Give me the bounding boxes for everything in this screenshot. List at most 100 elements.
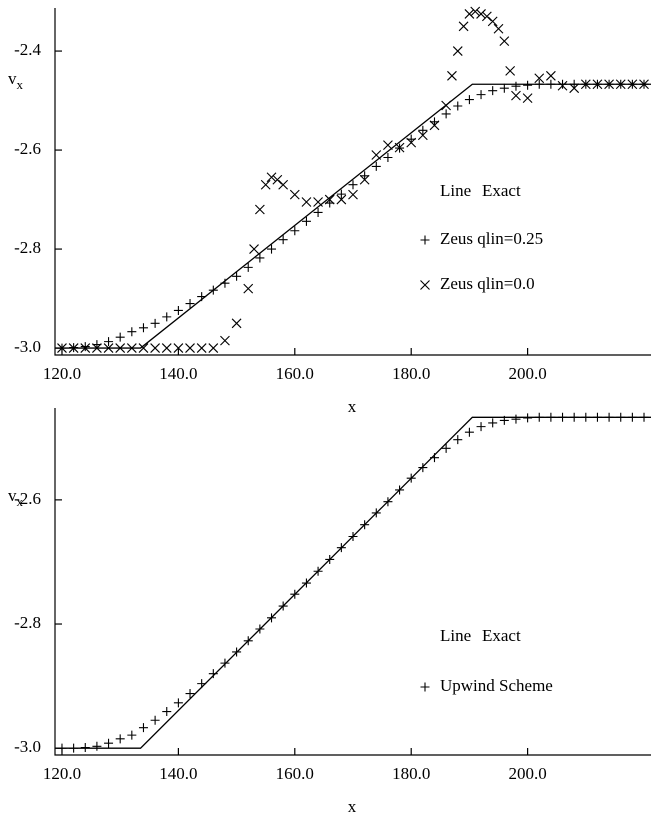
plus-marker	[488, 86, 498, 96]
x-tick-label: 140.0	[159, 764, 197, 783]
plus-marker	[499, 415, 509, 425]
plus-marker	[639, 412, 649, 422]
y-axis-label-main: v	[8, 69, 17, 88]
plus-marker	[453, 435, 463, 445]
plus-marker	[371, 508, 381, 518]
plus-marker	[80, 342, 90, 352]
x-tick-label: 140.0	[159, 364, 197, 383]
plus-marker	[92, 741, 102, 751]
plus-marker	[243, 262, 253, 272]
y-tick-label: -2.6	[14, 489, 41, 508]
x-tick-label: 200.0	[508, 764, 546, 783]
cross-marker	[534, 73, 545, 84]
cross-marker	[301, 197, 312, 207]
cross-marker	[196, 343, 207, 353]
legend-label: Zeus qlin=0.0	[440, 274, 535, 293]
plus-marker	[220, 278, 230, 288]
plus-marker	[348, 531, 358, 541]
plus-marker	[464, 427, 474, 437]
plus-marker	[150, 715, 160, 725]
legend-label: Exact	[482, 181, 521, 200]
cross-marker	[639, 79, 649, 90]
plus-marker	[558, 79, 568, 89]
plus-marker	[278, 235, 288, 245]
cross-marker	[260, 179, 271, 190]
plus-marker	[371, 161, 381, 171]
cross-marker	[604, 79, 614, 90]
plus-marker	[418, 463, 428, 473]
cross-marker	[220, 335, 230, 346]
plus-marker	[546, 79, 556, 89]
x-tick-label: 120.0	[43, 364, 81, 383]
plus-marker	[69, 743, 79, 753]
cross-marker	[80, 343, 91, 353]
x-tick-label: 160.0	[276, 764, 314, 783]
cross-marker	[126, 343, 137, 353]
plus-marker	[360, 520, 370, 530]
plus-marker	[523, 80, 533, 90]
cross-marker	[481, 11, 492, 22]
exact-line	[55, 416, 651, 749]
legend-symbol: Line	[440, 181, 471, 200]
cross-marker	[522, 93, 533, 103]
axis-frame	[54, 408, 651, 756]
axis-frame	[54, 8, 651, 356]
plus-marker	[150, 318, 160, 328]
cross-marker	[371, 150, 382, 160]
plot: -3.0 -2.8 -2.6 -2.4 120.0 140.0 160.0 180.0 200.…	[8, 6, 651, 416]
y-tick-label: -2.6	[14, 139, 41, 158]
x-tick-label: 180.0	[392, 364, 430, 383]
plus-marker	[313, 207, 323, 217]
plus-marker	[290, 589, 300, 599]
plus-marker	[290, 226, 300, 236]
cross-marker	[476, 9, 486, 19]
x-tick-label: 160.0	[276, 364, 314, 383]
cross-marker	[57, 343, 67, 353]
plus-marker	[104, 738, 114, 748]
plus-marker	[232, 647, 242, 657]
y-axis-label: vx	[8, 69, 24, 92]
y-axis-label-sub: x	[17, 77, 24, 92]
plus-marker	[627, 412, 637, 422]
cross-marker	[150, 343, 160, 353]
plus-marker	[325, 554, 335, 564]
plus-marker	[138, 723, 148, 733]
plus-marker	[267, 244, 277, 254]
plus-marker	[604, 412, 614, 422]
plus-marker	[138, 323, 148, 333]
plus-marker	[616, 412, 626, 422]
cross-marker	[313, 197, 323, 207]
plus-marker	[406, 473, 416, 483]
cross-marker	[249, 244, 259, 254]
cross-marker	[348, 189, 358, 200]
cross-marker	[569, 83, 580, 94]
cross-marker	[429, 120, 440, 131]
cross-marker	[417, 130, 428, 141]
plus-marker	[581, 412, 591, 422]
cross-marker	[359, 174, 370, 185]
plus-marker	[441, 443, 451, 453]
x-tick-label: 180.0	[392, 764, 430, 783]
plus-marker	[476, 422, 486, 432]
plus-marker	[511, 414, 521, 424]
cross-marker	[499, 36, 510, 47]
cross-marker	[557, 80, 568, 91]
plus-marker	[488, 418, 498, 428]
plus-marker	[115, 734, 125, 744]
cross-marker	[511, 90, 521, 101]
cross-marker	[447, 70, 457, 81]
plus-marker	[534, 79, 544, 89]
cross-marker	[464, 9, 475, 19]
cross-marker	[487, 16, 498, 27]
cross-marker	[324, 194, 335, 205]
cross-marker	[278, 179, 289, 190]
plus-marker	[115, 332, 125, 342]
plus-marker	[232, 271, 242, 281]
plus-marker	[418, 125, 428, 135]
plus-marker	[383, 497, 393, 507]
y-tick-label: -2.8	[14, 613, 41, 632]
y-tick-label: -3.0	[14, 737, 41, 756]
plus-marker	[558, 412, 568, 422]
